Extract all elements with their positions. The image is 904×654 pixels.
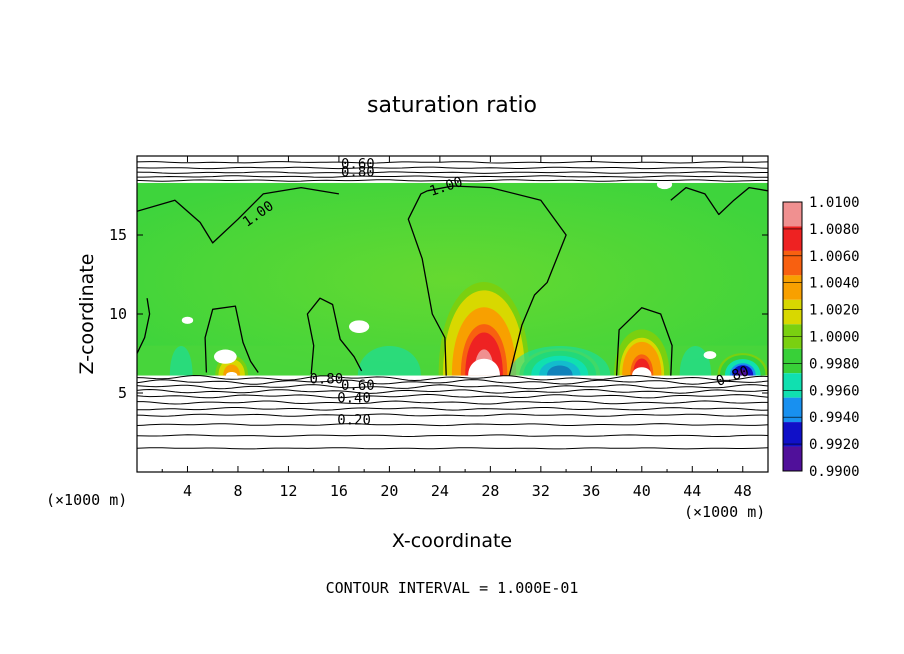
contour-line bbox=[137, 160, 768, 164]
colorbar-swatch bbox=[783, 373, 802, 398]
colorbar-swatch bbox=[783, 446, 802, 471]
colorbar-label: 1.0080 bbox=[809, 222, 860, 238]
colorbar-swatch bbox=[783, 422, 802, 447]
plume-core bbox=[225, 371, 238, 376]
saturation-field bbox=[137, 156, 768, 472]
colorbar-swatch bbox=[783, 226, 802, 251]
subsaturated-fringe bbox=[169, 345, 193, 376]
clear-air-upper bbox=[137, 156, 768, 183]
x-tick-label: 28 bbox=[481, 482, 499, 500]
colorbar-label: 0.9900 bbox=[809, 464, 860, 480]
y-tick-label: 10 bbox=[109, 305, 127, 323]
colorbar-label: 0.9920 bbox=[809, 437, 860, 453]
contour-line-1.00 bbox=[306, 297, 363, 375]
contour-line-1.00 bbox=[427, 185, 567, 376]
colorbar-swatch bbox=[783, 275, 802, 300]
contour-line bbox=[137, 400, 768, 405]
contour-line-1.00 bbox=[407, 190, 447, 376]
x-tick-label: 4 bbox=[183, 482, 192, 500]
white-patch bbox=[703, 351, 717, 360]
x-tick-label: 48 bbox=[734, 482, 752, 500]
chart-title: saturation ratio bbox=[367, 93, 537, 118]
z-axis-unit-label: (×1000 m) bbox=[46, 491, 127, 509]
contour-line-1.00 bbox=[137, 186, 340, 244]
contour-line-1.00 bbox=[137, 298, 151, 354]
contour-line bbox=[137, 393, 768, 399]
x-tick-label: 8 bbox=[233, 482, 242, 500]
contour-line bbox=[137, 413, 768, 417]
trough-region bbox=[717, 353, 768, 376]
colorbar-label: 1.0040 bbox=[809, 276, 860, 292]
white-patch bbox=[213, 349, 237, 364]
contour-line-1.00 bbox=[670, 186, 768, 216]
contour-label: 0.80 bbox=[309, 372, 343, 388]
contour-line bbox=[137, 447, 768, 450]
contour-line bbox=[137, 388, 768, 394]
colorbar: 1.0100 1.0080 1.0060 1.0040 1.0020 1.0000 0.99… bbox=[782, 195, 860, 480]
contour-label: 0.60 bbox=[341, 378, 375, 394]
contour-label: 0.60 bbox=[341, 157, 375, 173]
contour-line bbox=[137, 423, 768, 427]
colorbar-label: 1.0100 bbox=[809, 195, 860, 211]
x-axis: 4 8 12 16 20 24 28 32 36 40 44 48 bbox=[161, 156, 752, 500]
plume-region bbox=[614, 329, 670, 376]
subsaturated-fringe bbox=[357, 345, 421, 376]
y-tick-label: 5 bbox=[118, 384, 127, 402]
plume-core bbox=[468, 358, 500, 376]
y-axis-label: Z-coordinate bbox=[76, 254, 98, 375]
x-tick-label: 16 bbox=[330, 482, 348, 500]
x-axis-label: X-coordinate bbox=[392, 530, 512, 552]
contour-lines bbox=[137, 160, 768, 450]
contour-line bbox=[137, 384, 768, 390]
x-tick-label: 12 bbox=[279, 482, 297, 500]
contour-line bbox=[137, 179, 768, 182]
x-axis-unit-label: (×1000 m) bbox=[684, 503, 765, 521]
x-tick-label: 36 bbox=[582, 482, 600, 500]
contour-label: 0.80 bbox=[341, 165, 375, 181]
contour-line bbox=[137, 374, 768, 382]
x-tick-label: 44 bbox=[683, 482, 701, 500]
subsaturated-fringe bbox=[679, 345, 712, 376]
colorbar-swatch bbox=[783, 397, 802, 423]
colorbar-swatch bbox=[783, 250, 802, 276]
plume-region bbox=[438, 282, 530, 376]
contour-line bbox=[137, 407, 768, 411]
y-axis: 5 10 15 bbox=[109, 226, 768, 402]
plume-region bbox=[215, 355, 249, 376]
colorbar-label: 0.9980 bbox=[809, 356, 860, 372]
contour-line bbox=[137, 171, 768, 174]
contour-line-1.00 bbox=[615, 307, 673, 376]
x-tick-label: 24 bbox=[431, 482, 449, 500]
subsaturated-fringe bbox=[509, 345, 611, 376]
x-tick-label: 32 bbox=[532, 482, 550, 500]
white-patch bbox=[181, 316, 194, 324]
trough-level bbox=[737, 369, 749, 376]
x-tick-label: 40 bbox=[633, 482, 651, 500]
contour-line bbox=[137, 379, 768, 385]
colorbar-label: 1.0020 bbox=[809, 303, 860, 319]
colorbar-swatch bbox=[783, 299, 802, 325]
contour-line bbox=[137, 175, 768, 178]
contour-label: 0.20 bbox=[337, 413, 371, 429]
contour-interval-note: CONTOUR INTERVAL = 1.000E-01 bbox=[326, 579, 579, 597]
colorbar-label: 0.9960 bbox=[809, 383, 860, 399]
colorbar-label: 1.0060 bbox=[809, 249, 860, 265]
colorbar-label: 1.0000 bbox=[809, 330, 860, 346]
contour-line-1.00 bbox=[204, 305, 259, 373]
x-tick-label: 20 bbox=[380, 482, 398, 500]
contour-line bbox=[137, 166, 768, 170]
white-patch bbox=[349, 320, 370, 333]
plume-core bbox=[632, 367, 652, 376]
contour-label: 0.40 bbox=[337, 390, 371, 406]
contour-line bbox=[137, 434, 768, 438]
colorbar-swatch bbox=[783, 202, 802, 227]
colorbar-swatch bbox=[783, 348, 802, 374]
y-tick-label: 15 bbox=[109, 226, 127, 244]
colorbar-label: 0.9940 bbox=[809, 410, 860, 426]
